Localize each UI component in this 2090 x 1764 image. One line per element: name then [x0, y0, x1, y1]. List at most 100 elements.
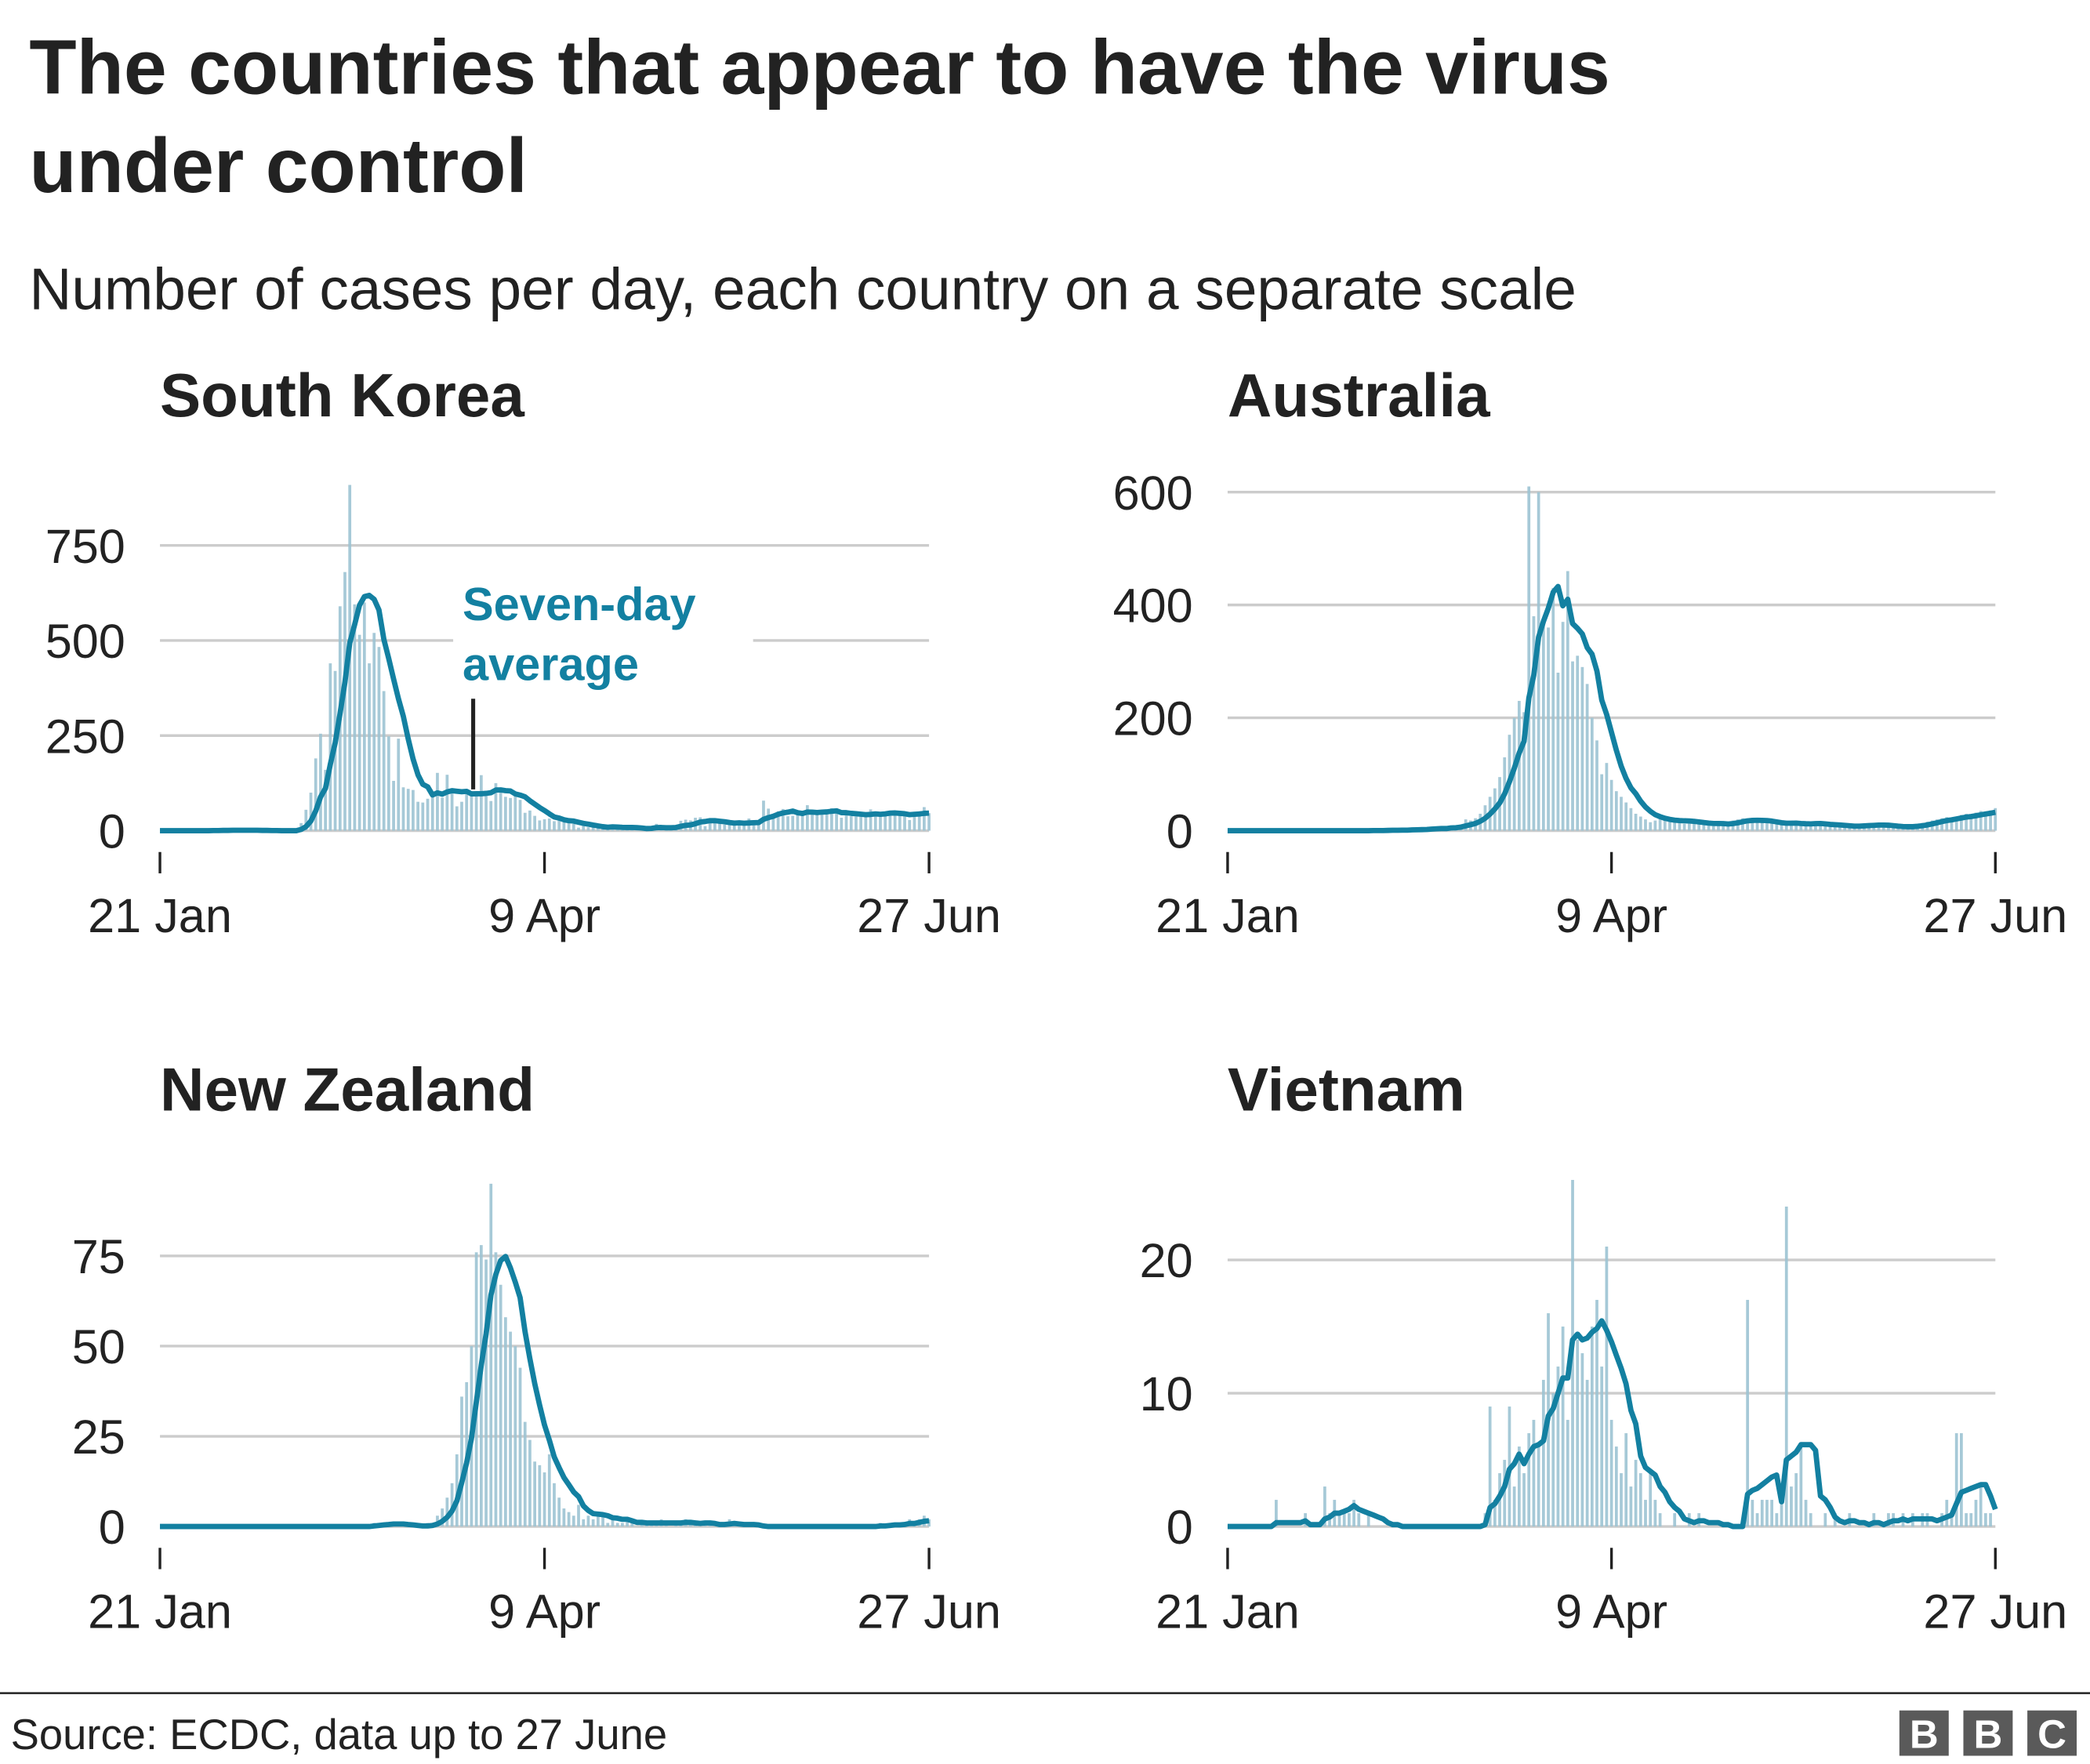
- panel-title: New Zealand: [160, 1055, 535, 1124]
- daily-bar: [518, 1367, 522, 1527]
- daily-bar: [800, 814, 804, 831]
- daily-bar: [713, 820, 717, 831]
- daily-bar: [1950, 1513, 1954, 1527]
- daily-bar: [421, 802, 425, 831]
- daily-bar: [903, 812, 906, 831]
- daily-bar: [523, 1421, 527, 1527]
- daily-bar: [509, 1331, 512, 1527]
- daily-bar: [1590, 1327, 1594, 1527]
- daily-bar: [1702, 825, 1706, 831]
- daily-bar: [1765, 822, 1769, 831]
- x-tick-label: 9 Apr: [1555, 1584, 1667, 1638]
- daily-bar: [1896, 827, 1900, 831]
- daily-bar: [884, 813, 887, 831]
- daily-bar: [1950, 819, 1954, 831]
- daily-bar: [494, 1252, 498, 1527]
- daily-bar: [742, 826, 746, 831]
- daily-bar: [450, 793, 454, 831]
- daily-bar: [445, 1497, 449, 1527]
- daily-bar: [528, 810, 532, 831]
- daily-bar: [571, 823, 575, 831]
- daily-bar: [1770, 822, 1774, 831]
- daily-bar: [1979, 1486, 1983, 1527]
- daily-bar: [1357, 1513, 1361, 1527]
- annotation-text: Seven-day: [463, 578, 696, 630]
- y-tick-label: 200: [1113, 692, 1193, 746]
- daily-bar: [426, 798, 430, 831]
- daily-bar: [397, 739, 401, 831]
- daily-bar: [1746, 1300, 1750, 1527]
- daily-bar: [1634, 1460, 1638, 1527]
- daily-bar: [1823, 1513, 1827, 1527]
- daily-bar: [1809, 1513, 1812, 1527]
- source-note: Source: ECDC, data up to 27 June: [11, 1711, 668, 1759]
- daily-bar: [601, 1515, 604, 1527]
- bbc-logo: B B C: [1899, 1710, 2077, 1756]
- y-tick-label: 750: [45, 520, 125, 573]
- daily-bar: [1556, 673, 1560, 831]
- daily-bar: [571, 1515, 575, 1527]
- daily-bar: [319, 733, 322, 831]
- daily-bar: [489, 1183, 493, 1527]
- daily-bar: [377, 647, 381, 831]
- daily-bar: [1595, 740, 1598, 831]
- daily-bar: [776, 811, 780, 831]
- x-tick-label: 21 Jan: [1156, 889, 1300, 942]
- daily-bar: [533, 815, 537, 831]
- daily-bar: [1974, 812, 1978, 831]
- daily-bar: [1945, 1500, 1949, 1527]
- daily-bar: [1843, 827, 1847, 831]
- daily-bar: [1881, 826, 1885, 831]
- seven-day-average-line: [160, 1254, 930, 1530]
- daily-bar: [1663, 819, 1667, 831]
- daily-bar: [343, 572, 347, 831]
- daily-bar: [1527, 486, 1531, 831]
- daily-bar: [484, 790, 488, 831]
- daily-bar: [796, 811, 800, 831]
- daily-bar: [771, 815, 775, 831]
- daily-bar: [1979, 811, 1983, 831]
- daily-bar: [805, 805, 809, 831]
- daily-bar: [1833, 826, 1837, 831]
- daily-bar: [1585, 1380, 1589, 1527]
- y-tick-label: 0: [99, 805, 125, 858]
- daily-bar: [547, 818, 551, 831]
- daily-bar: [1566, 1420, 1569, 1527]
- y-tick-label: 250: [45, 710, 125, 763]
- daily-bar: [1682, 823, 1686, 831]
- daily-bar: [1965, 813, 1968, 831]
- daily-bar: [1503, 1460, 1507, 1527]
- daily-bar: [1969, 1513, 1973, 1527]
- daily-bar: [314, 758, 317, 831]
- daily-bar: [917, 811, 921, 831]
- daily-bar: [1348, 1513, 1351, 1527]
- daily-bar: [479, 1245, 483, 1527]
- daily-bar: [504, 797, 507, 831]
- daily-bar: [1780, 825, 1783, 831]
- daily-bar: [499, 792, 503, 831]
- daily-bar: [1960, 1433, 1963, 1527]
- daily-bar: [1614, 1446, 1618, 1527]
- daily-bar: [1620, 1473, 1623, 1527]
- daily-bar: [455, 806, 459, 831]
- daily-bars: [1275, 1180, 1992, 1527]
- daily-bar: [1828, 826, 1832, 831]
- daily-bar: [859, 816, 863, 831]
- daily-bar: [577, 827, 580, 831]
- daily-bar: [1945, 817, 1949, 831]
- panel-south-korea: South Korea 0 250 500 750 21 Jan 9 Apr 27 Jun Se…: [45, 361, 1001, 942]
- daily-bar: [460, 801, 463, 831]
- daily-bar: [1527, 1433, 1531, 1527]
- daily-bar: [562, 1508, 566, 1527]
- daily-bar: [304, 809, 308, 831]
- daily-bar: [1342, 1513, 1346, 1527]
- daily-bar: [1576, 655, 1580, 831]
- daily-bar: [513, 794, 517, 831]
- daily-bar: [1940, 818, 1943, 831]
- svg-text:B: B: [1974, 1711, 2003, 1756]
- chart-title-line-2: under control: [29, 122, 527, 209]
- chart-subtitle: Number of cases per day, each country on…: [29, 256, 1577, 322]
- panel-title: Australia: [1228, 361, 1490, 430]
- daily-bar: [913, 813, 916, 831]
